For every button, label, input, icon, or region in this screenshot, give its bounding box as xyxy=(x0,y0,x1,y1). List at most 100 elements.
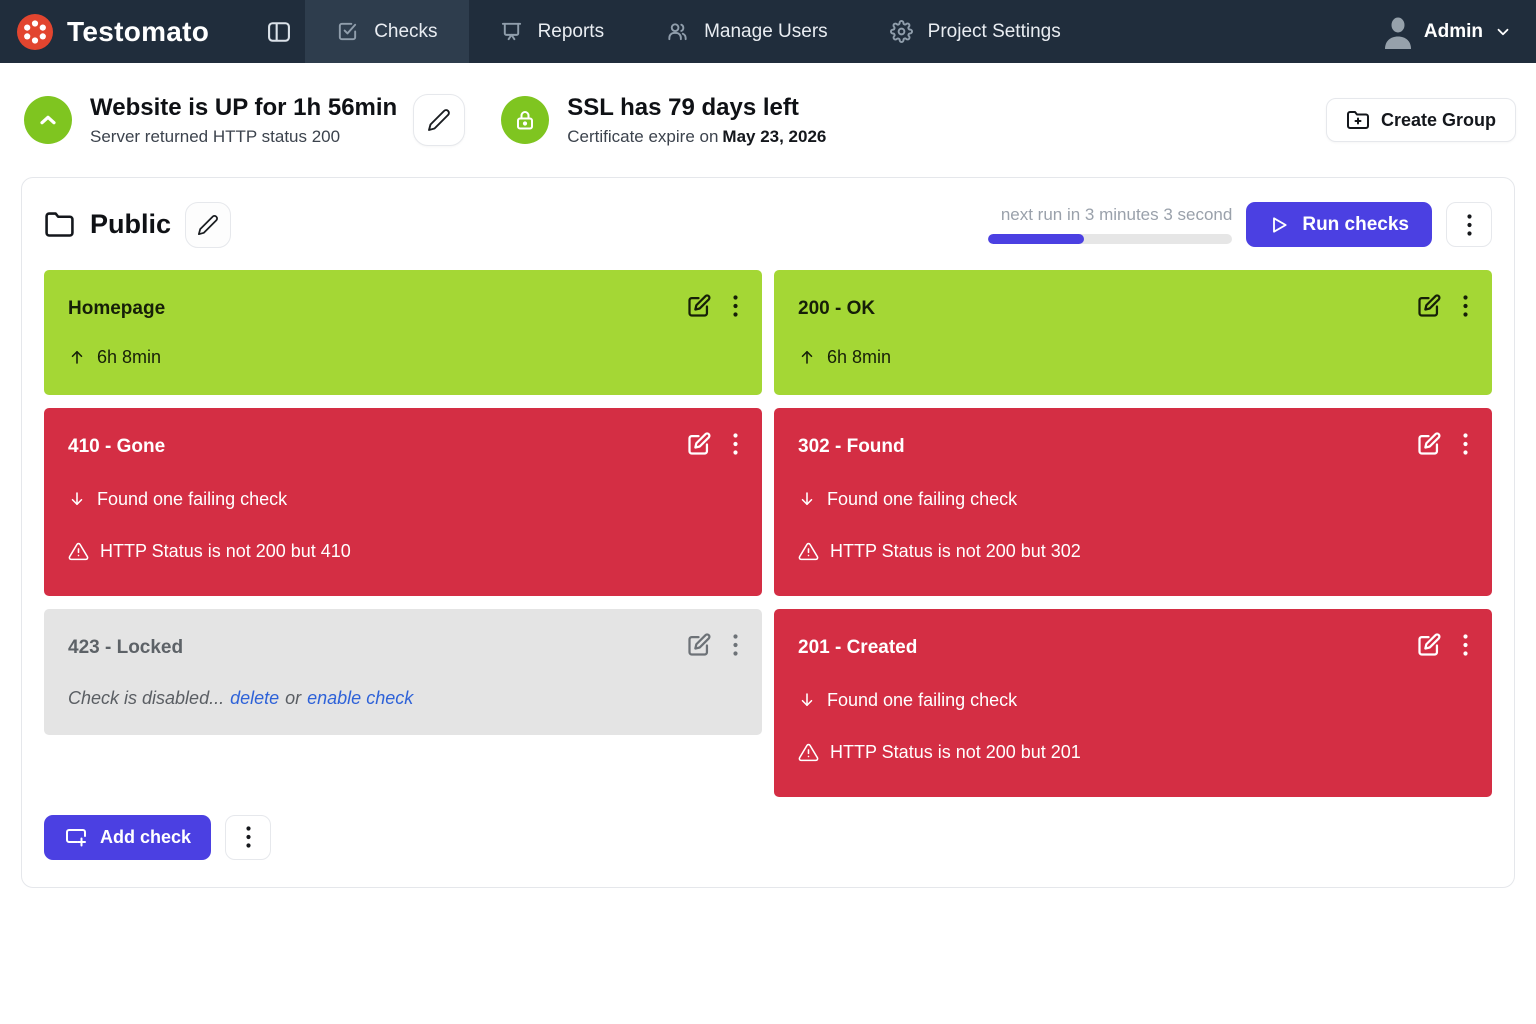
arrow-up-icon xyxy=(798,347,816,367)
arrow-down-icon xyxy=(798,489,816,509)
check-square-icon xyxy=(336,20,359,43)
kebab-icon xyxy=(1466,213,1472,236)
kebab-icon xyxy=(245,826,251,848)
users-icon xyxy=(666,20,689,43)
edit-check-icon[interactable] xyxy=(1415,632,1442,659)
tab-label: Project Settings xyxy=(927,20,1061,42)
ssl-subtitle: Certificate expire on May 23, 2026 xyxy=(567,127,826,147)
ssl-subtitle-prefix: Certificate expire on xyxy=(567,126,719,146)
tab-project-settings[interactable]: Project Settings xyxy=(859,0,1092,63)
next-run-text: next run in 3 minutes 3 second xyxy=(1000,205,1233,225)
brand[interactable]: Testomato xyxy=(0,13,209,51)
user-name: Admin xyxy=(1423,20,1483,42)
check-title: 410 - Gone xyxy=(68,435,166,457)
folder-plus-icon xyxy=(1346,108,1370,132)
check-menu-icon[interactable] xyxy=(733,433,738,455)
nav-tabs: Checks Reports Manage Users xyxy=(305,0,1092,63)
check-title: 201 - Created xyxy=(798,636,918,658)
group-panel: Public next run in 3 minutes 3 second xyxy=(21,176,1515,888)
next-run-block: next run in 3 minutes 3 second xyxy=(988,205,1233,245)
checks-grid: Homepage 6h 8min 200 - xyxy=(44,269,1492,797)
check-fail-message: Found one failing check xyxy=(827,488,1018,509)
panel-footer: Add check xyxy=(44,814,1492,860)
check-title: Homepage xyxy=(68,297,166,319)
footer-menu-button[interactable] xyxy=(225,814,272,860)
tab-reports[interactable]: Reports xyxy=(469,0,636,63)
check-warning: HTTP Status is not 200 but 410 xyxy=(100,540,351,561)
delete-check-link[interactable]: delete xyxy=(230,687,280,708)
or-text: or xyxy=(285,687,302,708)
tab-checks[interactable]: Checks xyxy=(305,0,469,63)
enable-check-link[interactable]: enable check xyxy=(307,687,414,708)
run-checks-label: Run checks xyxy=(1302,213,1409,235)
group-menu-button[interactable] xyxy=(1446,202,1492,248)
user-menu[interactable]: Admin xyxy=(1383,15,1536,49)
edit-group-button[interactable] xyxy=(185,201,232,248)
top-navbar: Testomato Checks xyxy=(0,0,1536,63)
folder-icon xyxy=(44,209,75,240)
add-check-label: Add check xyxy=(100,826,192,847)
ssl-status: SSL has 79 days left Certificate expire … xyxy=(501,94,826,147)
warning-triangle-icon xyxy=(798,541,819,562)
check-card-302-found: 302 - Found Found one failing check xyxy=(774,407,1492,596)
check-warning: HTTP Status is not 200 but 201 xyxy=(830,741,1081,762)
play-icon xyxy=(1269,215,1289,235)
tab-label: Checks xyxy=(374,20,438,42)
add-check-icon xyxy=(64,825,88,849)
avatar-icon xyxy=(1383,15,1413,49)
check-uptime: 6h 8min xyxy=(97,346,162,367)
check-menu-icon[interactable] xyxy=(1463,295,1468,317)
pencil-icon xyxy=(427,108,451,132)
gear-icon xyxy=(889,20,913,43)
edit-check-icon[interactable] xyxy=(1415,293,1442,320)
arrow-down-icon xyxy=(798,690,816,710)
presentation-icon xyxy=(500,20,523,43)
check-card-423-locked: 423 - Locked Check is disabled... delete… xyxy=(44,608,762,735)
tab-manage-users[interactable]: Manage Users xyxy=(635,0,859,63)
uptime-title: Website is UP for 1h 56min xyxy=(90,94,398,121)
brand-name: Testomato xyxy=(67,15,210,47)
status-bar: Website is UP for 1h 56min Server return… xyxy=(0,63,1536,177)
edit-check-icon[interactable] xyxy=(685,632,712,659)
edit-check-icon[interactable] xyxy=(685,293,712,320)
edit-check-icon[interactable] xyxy=(685,431,712,458)
edit-uptime-button[interactable] xyxy=(413,94,466,147)
create-group-label: Create Group xyxy=(1380,109,1496,130)
check-menu-icon[interactable] xyxy=(1463,433,1468,455)
check-card-homepage: Homepage 6h 8min xyxy=(44,269,762,395)
check-card-201-created: 201 - Created Found one failing check xyxy=(774,608,1492,797)
tab-label: Manage Users xyxy=(704,20,828,42)
uptime-subtitle: Server returned HTTP status 200 xyxy=(90,126,341,146)
create-group-button[interactable]: Create Group xyxy=(1325,98,1516,143)
run-checks-button[interactable]: Run checks xyxy=(1246,202,1432,248)
check-card-410-gone: 410 - Gone Found one failing check xyxy=(44,407,762,596)
check-card-200-ok: 200 - OK 6h 8min xyxy=(774,269,1492,395)
check-title: 200 - OK xyxy=(798,297,876,319)
check-menu-icon[interactable] xyxy=(733,295,738,317)
disabled-message: Check is disabled... xyxy=(68,687,225,708)
check-title: 302 - Found xyxy=(798,435,905,457)
check-uptime: 6h 8min xyxy=(827,346,892,367)
pencil-icon xyxy=(197,214,219,236)
warning-triangle-icon xyxy=(798,742,819,763)
arrow-down-icon xyxy=(68,489,86,509)
check-menu-icon[interactable] xyxy=(1463,634,1468,656)
edit-check-icon[interactable] xyxy=(1415,431,1442,458)
add-check-button[interactable]: Add check xyxy=(44,814,212,860)
check-menu-icon[interactable] xyxy=(733,634,738,656)
check-warning: HTTP Status is not 200 but 302 xyxy=(830,540,1081,561)
next-run-progress-fill xyxy=(988,234,1084,245)
ssl-lock-icon xyxy=(501,96,550,145)
chevron-down-icon xyxy=(1494,23,1512,41)
uptime-up-icon xyxy=(24,96,72,145)
tab-label: Reports xyxy=(537,20,605,42)
next-run-progressbar xyxy=(988,234,1233,245)
warning-triangle-icon xyxy=(68,541,89,562)
ssl-title: SSL has 79 days left xyxy=(567,94,799,121)
check-fail-message: Found one failing check xyxy=(827,689,1018,710)
group-header: Public next run in 3 minutes 3 second xyxy=(44,201,1492,248)
check-fail-message: Found one failing check xyxy=(97,488,288,509)
sidebar-toggle-icon[interactable] xyxy=(265,18,293,46)
arrow-up-icon xyxy=(68,347,86,367)
group-title: Public xyxy=(90,209,172,240)
